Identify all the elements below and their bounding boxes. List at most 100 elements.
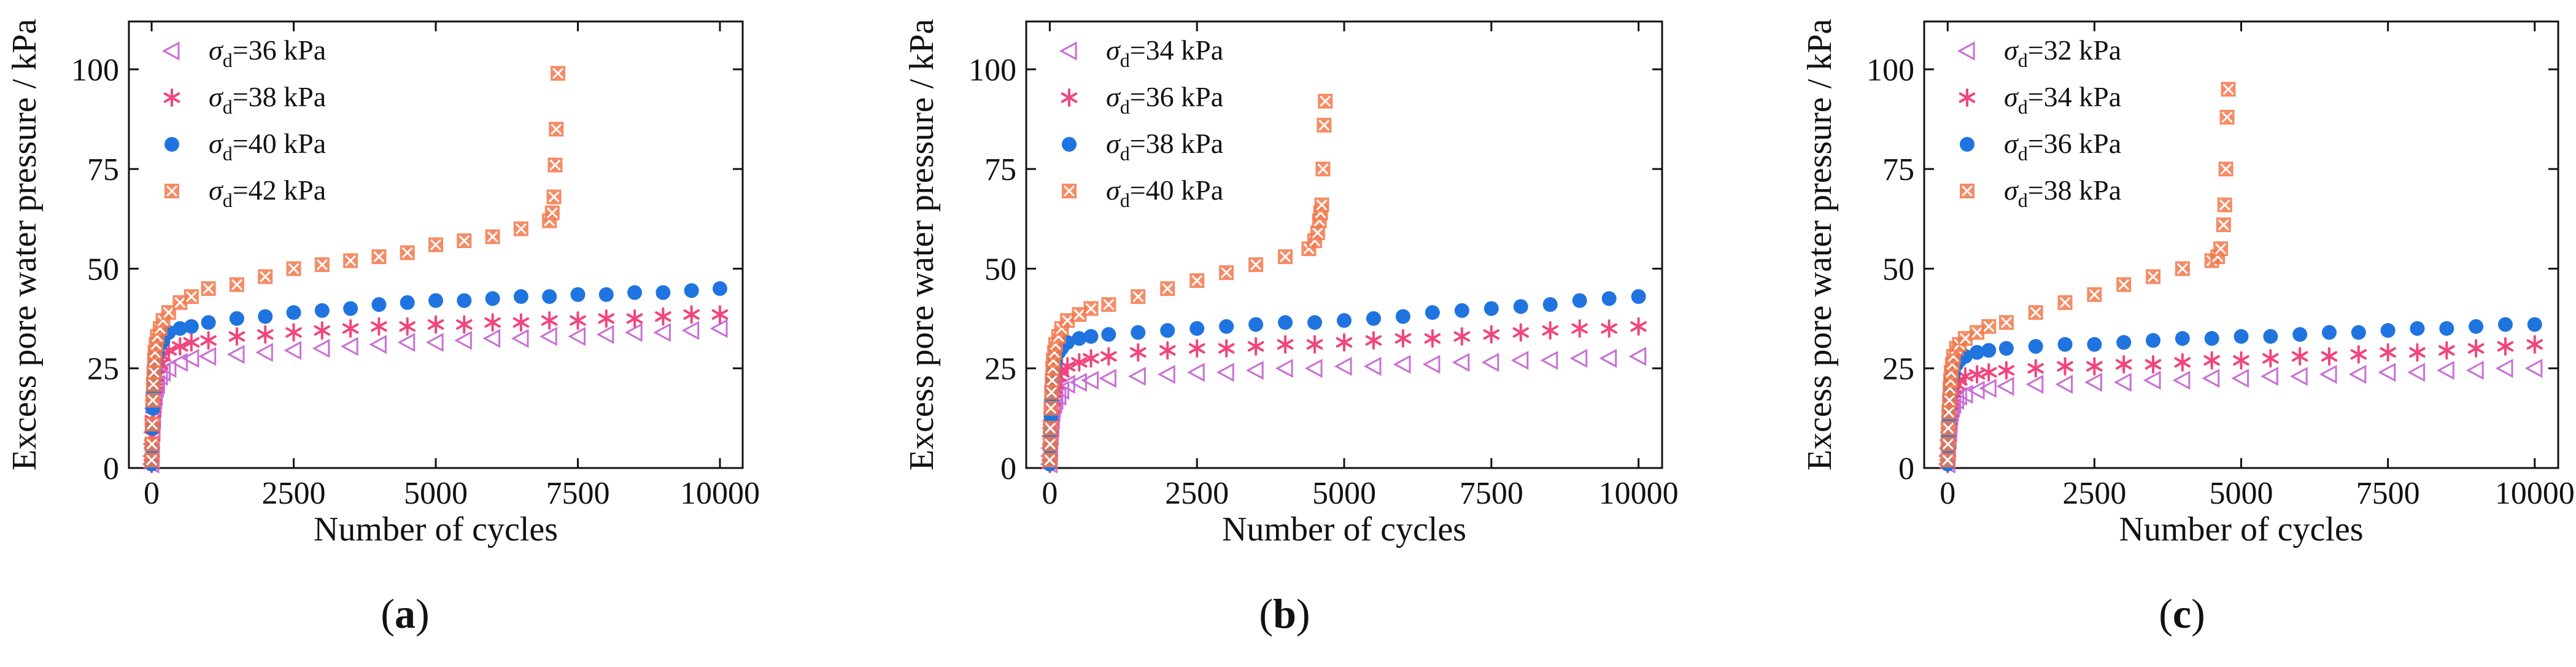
- chart-panel-b: 0 2500 5000 7500 10000 0 25 50 75 100 Number of cy…: [903, 19, 1679, 548]
- data-point: [181, 348, 199, 369]
- data-point: [1042, 453, 1058, 468]
- data-point: [454, 330, 472, 350]
- data-point: [2497, 317, 2513, 332]
- legend-subscript: d: [2018, 96, 2028, 118]
- data-point: [1317, 117, 1332, 133]
- data-point: [1336, 333, 1353, 352]
- legend-value: =36 kPa: [233, 34, 326, 66]
- data-point: [1981, 319, 1997, 334]
- data-point: [2263, 329, 2278, 344]
- legend-marker: [163, 88, 180, 107]
- data-point: [2146, 333, 2161, 348]
- data-point: [1159, 341, 1176, 360]
- legend-label: σd=40 kPa: [209, 128, 326, 165]
- legend-sigma: σ: [2004, 174, 2019, 206]
- data-point: [456, 315, 473, 334]
- data-point: [184, 319, 199, 334]
- legend-label: σd=36 kPa: [1106, 81, 1223, 118]
- data-point: [1363, 356, 1382, 376]
- legend-subscript: d: [2018, 142, 2028, 165]
- data-point: [1060, 313, 1075, 328]
- data-point: [229, 311, 244, 326]
- data-point: [371, 249, 387, 264]
- data-point: [172, 321, 188, 336]
- x-tick-label: 0: [144, 476, 160, 511]
- data-point: [2174, 353, 2191, 372]
- data-point: [1957, 331, 1973, 346]
- data-point: [400, 295, 415, 310]
- data-point: [2202, 369, 2220, 388]
- panel-caption-c: (c): [2159, 590, 2205, 637]
- data-point: [551, 66, 566, 81]
- x-tick-label: 10000: [1599, 476, 1679, 511]
- series-2: [144, 281, 727, 472]
- data-point: [681, 321, 700, 340]
- data-point: [2321, 325, 2337, 340]
- data-point: [2527, 317, 2542, 332]
- series-1: [1940, 335, 2543, 474]
- data-point: [1278, 315, 1293, 330]
- data-point: [2234, 329, 2249, 344]
- data-point: [2172, 370, 2191, 390]
- data-point: [1083, 329, 1099, 344]
- series-2: [1042, 289, 1646, 472]
- data-point: [544, 205, 560, 220]
- data-point: [2057, 337, 2073, 352]
- data-point: [1337, 313, 1352, 328]
- data-point: [1277, 335, 1294, 354]
- data-point: [1101, 327, 1116, 342]
- data-point: [1128, 367, 1146, 386]
- data-point: [1099, 369, 1116, 388]
- data-point: [257, 325, 274, 344]
- data-point: [2350, 345, 2367, 364]
- x-tick-label: 0: [1042, 476, 1058, 511]
- data-point: [1998, 341, 2014, 356]
- data-point: [655, 307, 671, 326]
- data-point: [511, 329, 529, 348]
- data-point: [2203, 351, 2220, 370]
- data-point: [627, 285, 643, 300]
- data-point: [2057, 357, 2073, 376]
- data-point: [1452, 353, 1470, 372]
- y-axis-label: Excess pore water pressure / kPa: [903, 19, 941, 471]
- data-point: [683, 305, 700, 324]
- data-point: [1275, 359, 1293, 378]
- data-point: [1542, 297, 1558, 312]
- data-point: [1981, 343, 1997, 358]
- legend-subscript: d: [1120, 142, 1130, 165]
- data-point: [1395, 309, 1410, 324]
- data-point: [1393, 354, 1411, 374]
- legend-value: =36 kPa: [1130, 81, 1223, 112]
- legend-marker: [164, 137, 179, 152]
- legend-sigma: σ: [2004, 128, 2019, 159]
- data-point: [1366, 311, 1381, 326]
- data-point: [2292, 327, 2308, 342]
- data-point: [2143, 370, 2161, 390]
- data-point: [485, 291, 500, 306]
- legend-label: σd=36 kPa: [2004, 128, 2121, 165]
- legend-subscript: d: [223, 49, 233, 71]
- data-point: [1247, 337, 1264, 356]
- legend-subscript: d: [2018, 189, 2028, 211]
- data-point: [1599, 348, 1617, 369]
- y-axis-label: Excess pore water pressure / kPa: [6, 19, 44, 471]
- data-point: [1970, 345, 1985, 360]
- data-point: [2116, 335, 2132, 350]
- y-tick-label: 50: [984, 252, 1016, 287]
- series-0: [1938, 359, 2543, 474]
- legend-sigma: σ: [209, 34, 224, 66]
- data-point: [485, 229, 500, 244]
- panel-caption-b: (b): [1259, 590, 1310, 637]
- data-point: [369, 335, 387, 354]
- data-point: [1318, 93, 1333, 109]
- data-point: [1189, 321, 1205, 336]
- legend-value: =38 kPa: [2028, 174, 2121, 206]
- data-point: [541, 311, 558, 330]
- data-point: [2218, 162, 2234, 177]
- data-point: [2262, 349, 2279, 368]
- data-point: [2114, 372, 2132, 392]
- legend-value: =32 kPa: [2028, 34, 2121, 66]
- x-axis-label: Number of cycles: [1222, 510, 1466, 548]
- legend-subscript: d: [223, 142, 233, 165]
